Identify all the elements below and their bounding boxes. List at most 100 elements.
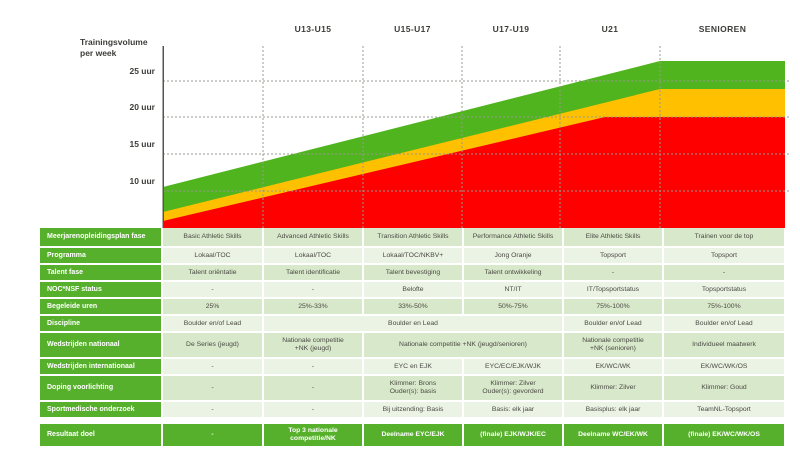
table-cell: 75%-100% bbox=[564, 299, 662, 314]
table-cell: Boulder en/of Lead bbox=[664, 316, 784, 331]
row-header: Begeleide uren bbox=[40, 299, 161, 314]
table-cell: Klimmer: Zilver bbox=[564, 376, 662, 400]
table-row: Begeleide uren 25% 25%-33% 33%-50% 50%-75% 75… bbox=[40, 299, 784, 314]
table-cell: Topsportstatus bbox=[664, 282, 784, 297]
y-tick-label: 10 uur bbox=[129, 176, 155, 186]
table-cell: - bbox=[264, 282, 362, 297]
table-row: Sportmedische onderzoek - - Bij uitzending:… bbox=[40, 402, 784, 417]
table-cell: Nationale competitie +NK (jeugd/senioren… bbox=[364, 333, 562, 357]
table-cell: Belofte bbox=[364, 282, 462, 297]
row-header: Meerjarenopleidingsplan fase bbox=[40, 228, 161, 246]
y-axis-title-line1: Trainingsvolume bbox=[80, 37, 148, 47]
y-tick-label: 20 uur bbox=[129, 102, 155, 112]
table-row: Doping voorlichting - - Klimmer: Brons Oude… bbox=[40, 376, 784, 400]
table-cell: Deelname EYC/EJK bbox=[364, 424, 462, 446]
table-row: Resultaat doel - Top 3 nationale competiti… bbox=[40, 424, 784, 446]
table-cell: (finale) EJK/WJK/EC bbox=[464, 424, 562, 446]
table-cell: 33%-50% bbox=[364, 299, 462, 314]
table-row: Meerjarenopleidingsplan fase Basic Athlet… bbox=[40, 228, 784, 246]
row-header: Doping voorlichting bbox=[40, 376, 161, 400]
row-header: Sportmedische onderzoek bbox=[40, 402, 161, 417]
table-cell: Topsport bbox=[564, 248, 662, 263]
development-table: Meerjarenopleidingsplan fase Basic Athlet… bbox=[38, 226, 786, 448]
table-cell: Top 3 nationale competitie/NK bbox=[264, 424, 362, 446]
table-cell: Lokaal/TOC bbox=[163, 248, 262, 263]
table-cell: - bbox=[163, 424, 262, 446]
column-header-u21: U21 bbox=[601, 24, 619, 34]
table-cell: Trainen voor de top bbox=[664, 228, 784, 246]
table-cell: Bij uitzending: Basis bbox=[364, 402, 462, 417]
table-cell: 50%-75% bbox=[464, 299, 562, 314]
table-cell: De Series (jeugd) bbox=[163, 333, 262, 357]
column-header-u13-u15: U13-U15 bbox=[294, 24, 332, 34]
table-cell: 75%-100% bbox=[664, 299, 784, 314]
table-row: Programma Lokaal/TOC Lokaal/TOC Lokaal/TOC/… bbox=[40, 248, 784, 263]
table-cell: Basic Athletic Skills bbox=[163, 228, 262, 246]
table-cell: (finale) EK/WC/WK/OS bbox=[664, 424, 784, 446]
table-gap-cell bbox=[40, 419, 784, 422]
table-cell: - bbox=[664, 265, 784, 280]
table-cell: Nationale competitie +NK (jeugd) bbox=[264, 333, 362, 357]
table-cell: EYC en EJK bbox=[364, 359, 462, 374]
table-cell: - bbox=[564, 265, 662, 280]
table-cell: Topsport bbox=[664, 248, 784, 263]
table-cell: Boulder en/of Lead bbox=[163, 316, 262, 331]
y-tick-label: 25 uur bbox=[129, 66, 155, 76]
table-cell: Talent oriëntatie bbox=[163, 265, 262, 280]
table-cell: - bbox=[264, 402, 362, 417]
table-cell: Lokaal/TOC bbox=[264, 248, 362, 263]
row-header: Wedstrijden internationaal bbox=[40, 359, 161, 374]
training-volume-area-chart bbox=[162, 46, 790, 228]
table-cell: NT/IT bbox=[464, 282, 562, 297]
table-cell: - bbox=[264, 376, 362, 400]
area-band-rood bbox=[163, 117, 785, 228]
table-cell: Klimmer: Brons Ouder(s): basis bbox=[364, 376, 462, 400]
table-cell: 25% bbox=[163, 299, 262, 314]
table-cell: EK/WC/WK bbox=[564, 359, 662, 374]
table-cell: Talent identificatie bbox=[264, 265, 362, 280]
table-cell: Lokaal/TOC/NKBV+ bbox=[364, 248, 462, 263]
table-row: Wedstrijden internationaal - - EYC en EJK EY… bbox=[40, 359, 784, 374]
table-cell: EK/WC/WK/OS bbox=[664, 359, 784, 374]
table-cell: - bbox=[264, 359, 362, 374]
y-axis-title-line2: per week bbox=[80, 48, 117, 58]
column-header-u15-u17: U15-U17 bbox=[394, 24, 431, 34]
table-cell: Advanced Athletic Skills bbox=[264, 228, 362, 246]
table-cell: Basis: elk jaar bbox=[464, 402, 562, 417]
table-cell: Deelname WC/EK/WK bbox=[564, 424, 662, 446]
table-cell: - bbox=[163, 282, 262, 297]
column-header-u17-u19: U17-U19 bbox=[492, 24, 530, 34]
table-cell: - bbox=[163, 359, 262, 374]
table-row: Discipline Boulder en/of Lead Boulder en L… bbox=[40, 316, 784, 331]
table-wrapper: Meerjarenopleidingsplan fase Basic Athlet… bbox=[38, 226, 786, 448]
row-header: NOC*NSF status bbox=[40, 282, 161, 297]
table-cell: 25%-33% bbox=[264, 299, 362, 314]
table-cell: TeamNL-Topsport bbox=[664, 402, 784, 417]
table-cell: Basisplus: elk jaar bbox=[564, 402, 662, 417]
table-row: Wedstrijden nationaal De Series (jeugd) Na… bbox=[40, 333, 784, 357]
row-header: Programma bbox=[40, 248, 161, 263]
table-row: NOC*NSF status - - Belofte NT/IT IT/Topsports… bbox=[40, 282, 784, 297]
table-cell: Performance Athletic Skills bbox=[464, 228, 562, 246]
row-header: Talent fase bbox=[40, 265, 161, 280]
table-cell: - bbox=[163, 376, 262, 400]
table-cell: Jong Oranje bbox=[464, 248, 562, 263]
table-cell: Klimmer: Zilver Ouder(s): gevorderd bbox=[464, 376, 562, 400]
table-cell: Individueel maatwerk bbox=[664, 333, 784, 357]
table-cell: Klimmer: Goud bbox=[664, 376, 784, 400]
row-header: Discipline bbox=[40, 316, 161, 331]
row-header: Wedstrijden nationaal bbox=[40, 333, 161, 357]
table-cell: Boulder en/of Lead bbox=[564, 316, 662, 331]
table-cell: - bbox=[163, 402, 262, 417]
table-cell: IT/Topsportstatus bbox=[564, 282, 662, 297]
table-cell: Transition Athletic Skills bbox=[364, 228, 462, 246]
table-cell: Talent ontwikkeling bbox=[464, 265, 562, 280]
table-cell: EYC/EC/EJK/WJK bbox=[464, 359, 562, 374]
table-cell: Boulder en Lead bbox=[264, 316, 562, 331]
table-gap bbox=[40, 419, 784, 422]
column-header-senioren: SENIOREN bbox=[698, 24, 747, 34]
table-row: Talent fase Talent oriëntatie Talent ident… bbox=[40, 265, 784, 280]
table-cell: Talent bevestiging bbox=[364, 265, 462, 280]
y-tick-label: 15 uur bbox=[129, 139, 155, 149]
